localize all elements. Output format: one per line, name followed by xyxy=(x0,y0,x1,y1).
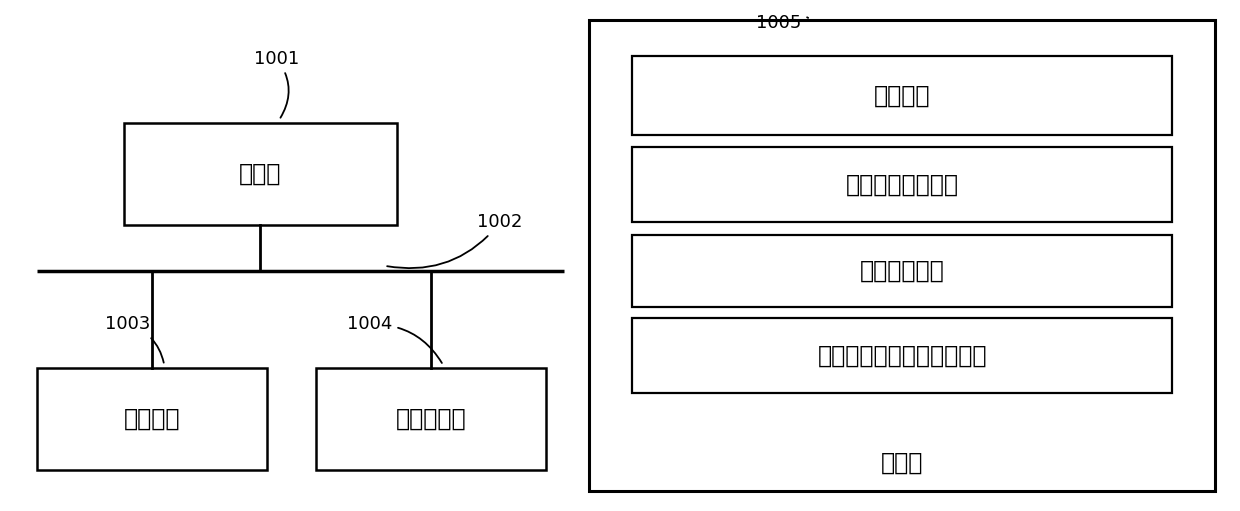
Text: 存储器: 存储器 xyxy=(880,451,924,474)
Bar xyxy=(632,235,1172,307)
Bar xyxy=(37,368,267,470)
Text: 用户接口模块: 用户接口模块 xyxy=(859,259,945,283)
Text: 1004: 1004 xyxy=(347,315,441,363)
Text: 1001: 1001 xyxy=(254,50,299,118)
Text: 提取声音的基音频率的程序: 提取声音的基音频率的程序 xyxy=(817,344,987,367)
Text: 处理器: 处理器 xyxy=(239,162,281,185)
Text: 用户接口: 用户接口 xyxy=(124,407,180,431)
Text: 1002: 1002 xyxy=(387,213,523,268)
Text: 1005: 1005 xyxy=(756,14,808,32)
Bar xyxy=(632,56,1172,135)
Bar xyxy=(589,20,1215,491)
Bar xyxy=(124,123,397,225)
Text: 操作系统: 操作系统 xyxy=(874,84,930,108)
Text: 声音信号获取模块: 声音信号获取模块 xyxy=(846,173,959,196)
Bar xyxy=(632,147,1172,222)
Text: 声音传感器: 声音传感器 xyxy=(396,407,466,431)
Text: 1003: 1003 xyxy=(105,315,164,363)
Bar xyxy=(632,318,1172,393)
Bar xyxy=(316,368,546,470)
